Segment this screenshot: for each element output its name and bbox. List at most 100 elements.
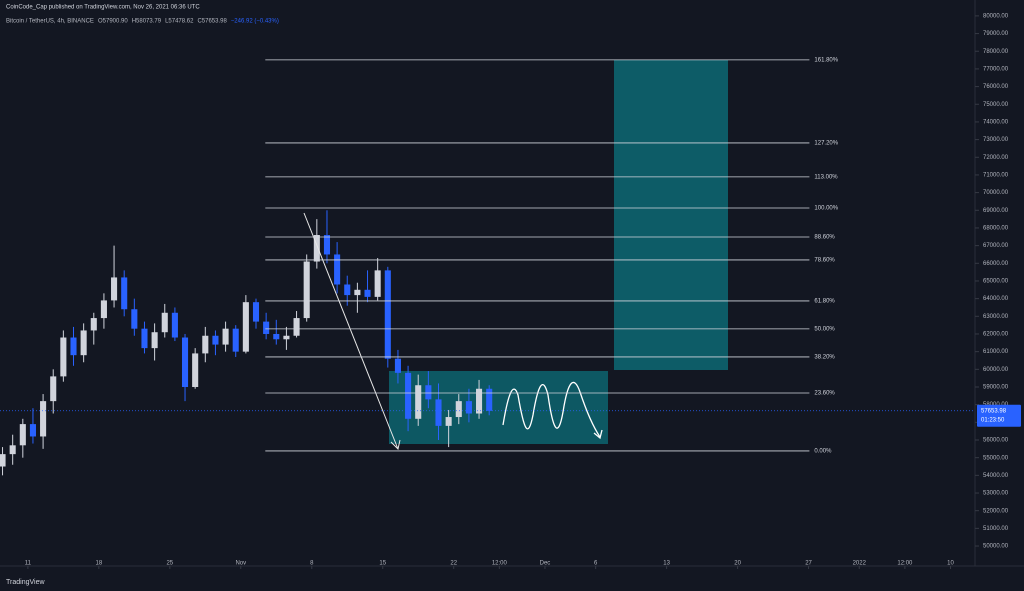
candle-body: [100, 300, 107, 319]
candle-body: [394, 358, 401, 373]
candle-body: [374, 270, 381, 297]
y-tick-label: 54000.00: [983, 473, 1009, 479]
y-tick-label: 51000.00: [983, 526, 1009, 532]
x-tick-label: 18: [96, 561, 103, 567]
x-tick-label: 15: [379, 561, 386, 567]
candle-body: [90, 318, 97, 331]
y-tick-label: 60000.00: [983, 367, 1009, 373]
arrow-head: [390, 439, 401, 450]
x-tick-label: Nov: [235, 561, 246, 567]
y-tick-label: 64000.00: [983, 296, 1009, 302]
y-tick-label: 74000.00: [983, 120, 1009, 126]
candle-body: [0, 454, 6, 467]
x-tick-label: 20: [734, 561, 741, 567]
legend-value: O57900.90: [98, 19, 128, 25]
y-tick-label: 72000.00: [983, 155, 1009, 161]
candle-body: [252, 302, 260, 322]
candle-body: [222, 328, 229, 345]
candle-body: [283, 335, 290, 340]
candle-body: [384, 270, 391, 359]
x-tick-label: 11: [25, 561, 32, 567]
fib-label: 161.80%: [814, 57, 838, 63]
y-tick-label: 75000.00: [983, 102, 1009, 108]
y-tick-label: 78000.00: [983, 49, 1009, 55]
candle-body: [465, 401, 472, 414]
candle-body: [476, 388, 483, 414]
x-tick-label: 13: [663, 561, 670, 567]
y-tick-label: 66000.00: [983, 261, 1009, 267]
candle-body: [263, 321, 270, 334]
candle-body: [19, 424, 26, 446]
candle-body: [70, 337, 77, 356]
x-tick-label: 2022: [853, 561, 867, 567]
candle-body: [161, 312, 168, 333]
legend-value: C57653.98: [197, 19, 227, 25]
fib-label: 50.00%: [814, 326, 835, 332]
x-tick-label: 6: [594, 561, 598, 567]
y-tick-label: 53000.00: [983, 491, 1009, 497]
candle-body: [192, 353, 199, 387]
candles: [0, 210, 493, 476]
candle-body: [60, 337, 67, 377]
y-tick-label: 62000.00: [983, 332, 1009, 338]
fib-label: 127.20%: [814, 141, 838, 147]
candle-body: [141, 328, 148, 349]
y-tick-label: 63000.00: [983, 314, 1009, 320]
candle-body: [131, 309, 138, 329]
candle-body: [273, 333, 280, 340]
wave-arrow-head: [593, 429, 603, 440]
candle-body: [303, 261, 310, 319]
x-tick-label: 25: [166, 561, 173, 567]
legend-value: −246.92 (−0.43%): [231, 19, 279, 25]
y-tick-label: 59000.00: [983, 385, 1009, 391]
fib-label: 100.00%: [814, 206, 838, 212]
symbol-title: Bitcoin / TetherUS, 4h, BINANCE: [6, 19, 94, 25]
y-tick-label: 69000.00: [983, 208, 1009, 214]
candle-body: [435, 399, 442, 426]
y-tick-label: 73000.00: [983, 137, 1009, 143]
candle-body: [121, 277, 128, 310]
candle-body: [455, 401, 462, 418]
x-tick-label: 27: [805, 561, 812, 567]
candle-body: [486, 388, 493, 411]
y-tick-label: 76000.00: [983, 84, 1009, 90]
fib-label: 38.20%: [814, 355, 835, 361]
brand: TradingView: [6, 579, 45, 586]
fib-label: 113.00%: [814, 174, 838, 180]
countdown-label: 01:23:50: [981, 417, 1005, 423]
candle-body: [405, 372, 412, 419]
y-tick-label: 77000.00: [983, 66, 1009, 72]
y-tick-label: 70000.00: [983, 190, 1009, 196]
candle-body: [364, 289, 371, 297]
x-tick-label: 10: [947, 561, 954, 567]
y-tick-label: 80000.00: [983, 13, 1009, 19]
fib-label: 88.60%: [814, 235, 835, 241]
candle-body: [354, 289, 361, 296]
candle-body: [344, 284, 351, 296]
target-box: [614, 60, 728, 370]
candle-body: [171, 312, 178, 338]
publisher: CoinCode_Cap published on TradingView.co…: [6, 5, 200, 11]
y-tick-label: 56000.00: [983, 438, 1009, 444]
y-tick-label: 79000.00: [983, 31, 1009, 37]
footer: [0, 573, 1024, 591]
candle-body: [181, 337, 189, 387]
candle-body: [111, 277, 118, 301]
candle-body: [29, 424, 36, 437]
candle-body: [9, 445, 16, 455]
x-tick-label: 8: [310, 561, 314, 567]
candle-body: [242, 302, 249, 352]
last-price-tag: [977, 404, 1021, 427]
candle-body: [334, 254, 341, 285]
y-tick-label: 71000.00: [983, 173, 1009, 179]
fib-label: 0.00%: [814, 449, 832, 455]
candle-body: [323, 235, 331, 255]
x-tick-label: 12:00: [897, 561, 913, 567]
legend-value: H58073.79: [132, 19, 162, 25]
candle-body: [40, 401, 47, 437]
range-box: [389, 371, 608, 444]
candle-body: [232, 328, 239, 352]
x-tick-label: 22: [450, 561, 457, 567]
